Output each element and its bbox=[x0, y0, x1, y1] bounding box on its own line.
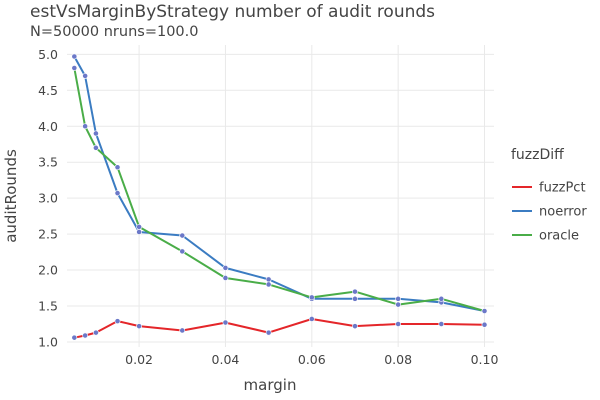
data-point-oracle[interactable] bbox=[308, 294, 315, 301]
series-points bbox=[71, 53, 488, 341]
data-point-oracle[interactable] bbox=[136, 224, 143, 230]
data-point-noerror[interactable] bbox=[82, 73, 89, 79]
data-point-fuzzPct[interactable] bbox=[395, 321, 402, 327]
data-point-oracle[interactable] bbox=[93, 144, 99, 151]
data-point-noerror[interactable] bbox=[265, 276, 272, 283]
data-point-noerror[interactable] bbox=[136, 229, 143, 235]
x-tick-label: 0.04 bbox=[212, 352, 240, 367]
data-point-oracle[interactable] bbox=[481, 308, 488, 314]
y-axis-title: auditRounds bbox=[2, 149, 20, 243]
y-tick-label: 3.5 bbox=[38, 155, 58, 170]
x-tick-label: 0.08 bbox=[384, 352, 412, 367]
data-point-oracle[interactable] bbox=[438, 295, 445, 302]
y-axis-ticks: 1.0 1.5 2.0 2.5 3.0 3.5 4.0 4.5 5.0 bbox=[38, 47, 58, 350]
data-point-noerror[interactable] bbox=[222, 265, 229, 271]
chart-subtitle: N=50000 nruns=100.0 bbox=[30, 24, 198, 40]
data-point-oracle[interactable] bbox=[222, 275, 229, 281]
data-point-fuzzPct[interactable] bbox=[114, 318, 121, 325]
series-line-oracle[interactable] bbox=[73, 67, 485, 312]
y-tick-label: 4.0 bbox=[38, 119, 58, 134]
legend-item-oracle[interactable]: oracle bbox=[512, 229, 579, 244]
data-point-oracle[interactable] bbox=[179, 248, 186, 255]
data-point-fuzzPct[interactable] bbox=[308, 316, 315, 322]
data-point-oracle[interactable] bbox=[265, 281, 272, 288]
legend-label: oracle bbox=[539, 229, 579, 244]
legend-title: fuzzDiff bbox=[511, 147, 564, 163]
data-point-oracle[interactable] bbox=[71, 65, 78, 71]
x-tick-label: 0.10 bbox=[471, 352, 499, 367]
data-point-noerror[interactable] bbox=[395, 295, 402, 302]
legend-item-noerror[interactable]: noerror bbox=[512, 205, 587, 220]
data-point-fuzzPct[interactable] bbox=[136, 323, 143, 330]
legend-label: fuzzPct bbox=[539, 181, 586, 196]
legend-label: noerror bbox=[539, 205, 587, 220]
data-point-oracle[interactable] bbox=[352, 288, 358, 295]
y-tick-label: 2.0 bbox=[38, 263, 58, 278]
x-tick-label: 0.06 bbox=[298, 352, 326, 367]
data-point-noerror[interactable] bbox=[71, 53, 78, 60]
y-tick-label: 2.5 bbox=[38, 227, 58, 242]
y-tick-label: 4.5 bbox=[38, 83, 58, 98]
data-point-noerror[interactable] bbox=[352, 295, 358, 302]
chart-title: estVsMarginByStrategy number of audit ro… bbox=[30, 2, 435, 22]
data-point-fuzzPct[interactable] bbox=[93, 329, 99, 336]
x-tick-label: 0.02 bbox=[125, 352, 153, 367]
data-point-fuzzPct[interactable] bbox=[179, 327, 186, 334]
data-point-oracle[interactable] bbox=[82, 123, 89, 130]
data-point-oracle[interactable] bbox=[395, 301, 402, 308]
data-point-fuzzPct[interactable] bbox=[438, 321, 445, 327]
data-point-fuzzPct[interactable] bbox=[352, 323, 358, 330]
series-line-fuzzPct[interactable] bbox=[74, 318, 485, 339]
data-point-fuzzPct[interactable] bbox=[82, 332, 89, 339]
data-point-fuzzPct[interactable] bbox=[222, 319, 229, 326]
series-lines bbox=[73, 56, 485, 339]
legend-item-fuzzPct[interactable]: fuzzPct bbox=[512, 181, 586, 196]
data-point-noerror[interactable] bbox=[93, 130, 99, 137]
y-tick-label: 3.0 bbox=[38, 191, 58, 206]
data-point-fuzzPct[interactable] bbox=[265, 329, 272, 336]
y-tick-label: 5.0 bbox=[38, 47, 58, 62]
x-axis-ticks: 0.02 0.04 0.06 0.08 0.10 bbox=[125, 352, 498, 367]
y-tick-label: 1.5 bbox=[38, 299, 58, 314]
legend[interactable]: fuzzDiff fuzzPct noerror oracle bbox=[511, 147, 587, 244]
y-tick-label: 1.0 bbox=[38, 334, 58, 349]
data-point-oracle[interactable] bbox=[114, 164, 121, 171]
data-point-fuzzPct[interactable] bbox=[71, 334, 78, 341]
series-line-noerror[interactable] bbox=[73, 56, 485, 312]
x-axis-title: margin bbox=[244, 376, 297, 394]
data-point-noerror[interactable] bbox=[114, 190, 121, 197]
data-point-fuzzPct[interactable] bbox=[481, 321, 488, 328]
data-point-noerror[interactable] bbox=[179, 232, 186, 239]
